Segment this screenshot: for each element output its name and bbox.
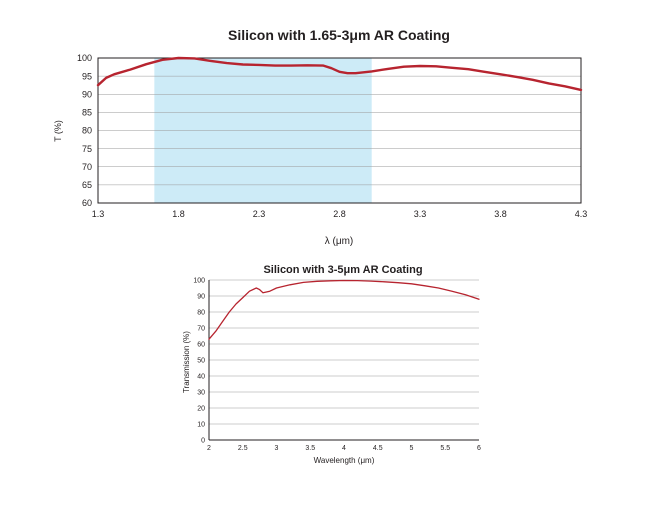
chart-1-series-layer	[96, 56, 583, 92]
chart-1-title: Silicon with 1.65-3μm AR Coating	[228, 27, 450, 43]
chart-2-x-axis-label: Wavelength (μm)	[314, 456, 375, 465]
y-tick-label: 30	[197, 389, 205, 396]
y-tick-label: 95	[82, 71, 92, 81]
x-tick-label: 4	[342, 445, 346, 452]
x-tick-label: 1.3	[92, 209, 105, 219]
x-tick-label: 4.3	[575, 209, 588, 219]
chart-2-y-axis-label: Transmission (%)	[182, 331, 191, 393]
x-tick-label: 3.3	[414, 209, 427, 219]
x-tick-label: 2.5	[238, 445, 248, 452]
x-tick-label: 4.5	[373, 445, 383, 452]
y-tick-label: 50	[197, 357, 205, 364]
x-tick-label: 5.5	[440, 445, 450, 452]
chart-2-title: Silicon with 3-5μm AR Coating	[263, 264, 422, 276]
x-tick-label: 3	[275, 445, 279, 452]
y-tick-label: 70	[197, 325, 205, 332]
y-tick-label: 100	[77, 53, 92, 63]
chart-1-y-axis-label: T (%)	[53, 120, 63, 142]
y-tick-label: 60	[197, 341, 205, 348]
y-tick-label: 80	[82, 126, 92, 136]
chart-1-transmission-curve	[96, 56, 583, 92]
y-tick-label: 10	[197, 421, 205, 428]
x-tick-label: 1.8	[172, 209, 185, 219]
y-tick-label: 40	[197, 373, 205, 380]
chart-2-grid	[209, 279, 479, 441]
y-tick-label: 0	[201, 437, 205, 444]
x-tick-label: 3.5	[305, 445, 315, 452]
y-tick-label: 90	[82, 89, 92, 99]
chart-2-series-layer	[208, 279, 480, 340]
chart-2-x-ticks: 2 2.5 3 3.5 4 4.5 5 5.5 6	[207, 445, 481, 452]
y-tick-label: 60	[82, 198, 92, 208]
chart-1-x-axis-label: λ (μm)	[325, 236, 354, 247]
x-tick-label: 3.8	[494, 209, 507, 219]
x-tick-label: 2.8	[333, 209, 346, 219]
x-tick-label: 6	[477, 445, 481, 452]
chart-1-plot-frame	[97, 57, 582, 204]
chart-1-x-ticks: 1.3 1.8 2.3 2.8 3.3 3.8 4.3	[92, 209, 588, 219]
y-tick-label: 90	[197, 293, 205, 300]
y-tick-label: 100	[193, 277, 205, 284]
chart-1-y-ticks: 60 65 70 75 80 85 90 95 100	[77, 53, 92, 208]
x-tick-label: 5	[410, 445, 414, 452]
chart-1: Silicon with 1.65-3μm AR Coating 60 65 70 7…	[53, 27, 587, 247]
chart-2-transmission-curve	[208, 279, 480, 340]
x-tick-label: 2	[207, 445, 211, 452]
y-tick-label: 80	[197, 309, 205, 316]
x-tick-label: 2.3	[253, 209, 266, 219]
y-tick-label: 20	[197, 405, 205, 412]
y-tick-label: 65	[82, 180, 92, 190]
y-tick-label: 70	[82, 162, 92, 172]
y-tick-label: 85	[82, 108, 92, 118]
chart-2-y-ticks: 0 10 20 30 40 50 60 70 80 90 100	[193, 277, 205, 444]
y-tick-label: 75	[82, 144, 92, 154]
chart-2: Silicon with 3-5μm AR Coating 0 10 20 30 40 5…	[182, 264, 481, 465]
